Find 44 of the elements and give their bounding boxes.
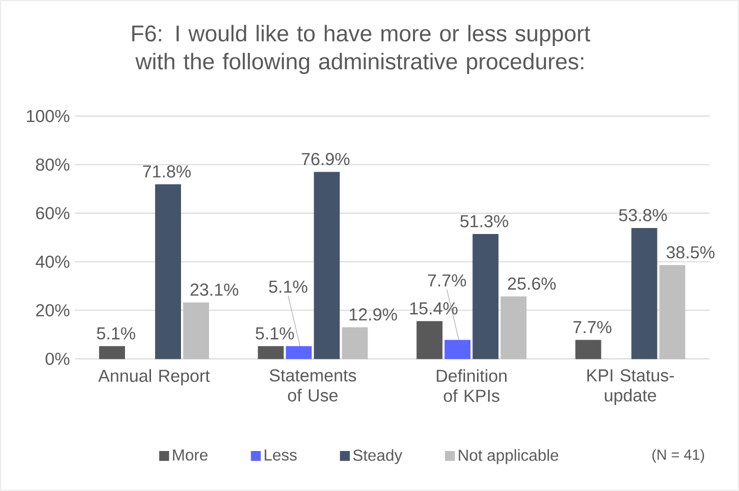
y-tick-label: 0% xyxy=(46,352,70,366)
bar xyxy=(500,296,527,360)
data-label: 71.8% xyxy=(143,165,191,178)
bar xyxy=(99,346,125,360)
bar xyxy=(631,228,658,360)
data-label: 7.7% xyxy=(573,321,612,334)
data-label: 5.1% xyxy=(269,280,308,293)
data-label: 53.8% xyxy=(619,209,667,222)
x-tick-label: Statements of Use xyxy=(270,369,356,402)
bar xyxy=(416,321,442,360)
bar xyxy=(659,265,686,360)
bar xyxy=(444,340,470,360)
x-tick-label: Definition of KPIs xyxy=(436,369,507,402)
bar xyxy=(342,327,368,360)
data-label: 38.5% xyxy=(666,246,714,258)
data-label: 5.1% xyxy=(96,327,136,340)
bar xyxy=(472,234,498,360)
y-tick-label: 80% xyxy=(36,158,70,171)
bar xyxy=(286,346,312,360)
bar xyxy=(258,346,284,360)
bar xyxy=(155,184,182,360)
data-label: 7.7% xyxy=(428,274,466,287)
data-label: 51.3% xyxy=(460,215,508,228)
chart-title: F6: I would like to have more or less support with the following administrative procedures: xyxy=(132,24,590,74)
bar xyxy=(183,302,210,360)
y-tick-label: 40% xyxy=(36,256,70,268)
y-tick-label: 100% xyxy=(26,110,70,122)
data-label: 25.6% xyxy=(508,278,556,290)
bar xyxy=(575,340,602,360)
x-tick-label: KPI Status-update xyxy=(587,369,674,405)
legend-label: Not applicable xyxy=(458,449,558,464)
y-tick-label: 20% xyxy=(36,304,70,316)
y-tick-label: 60% xyxy=(36,207,70,220)
legend-label: Less xyxy=(264,449,297,461)
x-tick-label: Annual Report xyxy=(98,369,210,386)
data-label: 76.9% xyxy=(302,152,350,166)
legend-label: Steady xyxy=(353,449,402,464)
text: (N = 41) xyxy=(652,449,704,463)
data-label: 5.1% xyxy=(256,327,294,340)
data-label: 12.9% xyxy=(350,308,397,321)
legend-label: More xyxy=(173,449,208,461)
data-label: 15.4% xyxy=(410,302,458,315)
bar xyxy=(314,172,340,360)
data-label: 23.1% xyxy=(190,284,238,296)
